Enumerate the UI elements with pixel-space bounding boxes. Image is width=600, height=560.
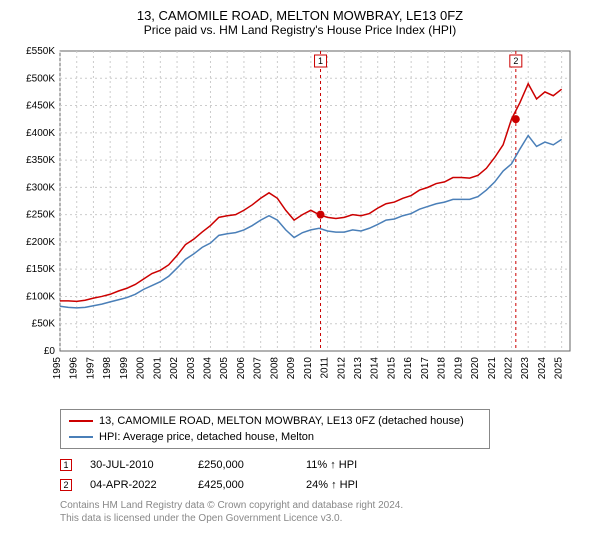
x-tick-label: 2025: [554, 357, 565, 380]
x-tick-label: 2001: [152, 357, 163, 380]
x-tick-label: 2002: [169, 357, 180, 380]
y-tick-label: £100K: [26, 291, 55, 302]
x-tick-label: 2003: [186, 357, 197, 380]
sale-price: £425,000: [198, 479, 288, 491]
legend-row: HPI: Average price, detached house, Melt…: [69, 429, 481, 445]
legend-label: 13, CAMOMILE ROAD, MELTON MOWBRAY, LE13 …: [99, 415, 464, 427]
chart-area: £0 £50K £100K £150K £200K £250K £300K £350K £400…: [10, 43, 590, 403]
chart-container: 13, CAMOMILE ROAD, MELTON MOWBRAY, LE13 …: [0, 0, 600, 560]
sales-table: 1 30-JUL-2010 £250,000 11% ↑ HPI 2 04-APR-202…: [60, 455, 590, 495]
y-tick-label: £400K: [26, 128, 55, 139]
x-tick-label: 2019: [453, 357, 464, 380]
sale-delta: 24% ↑ HPI: [306, 479, 396, 491]
sale-date: 30-JUL-2010: [90, 459, 180, 471]
y-tick-label: £500K: [26, 73, 55, 84]
y-tick-label: £250K: [26, 210, 55, 221]
x-tick-label: 2008: [269, 357, 280, 380]
sale-marker-number: 1: [318, 56, 323, 66]
x-tick-label: 2012: [336, 357, 347, 380]
x-tick-label: 1996: [69, 357, 80, 380]
chart-title-line2: Price paid vs. HM Land Registry's House …: [10, 23, 590, 37]
x-tick-label: 2022: [503, 357, 514, 380]
x-tick-label: 2016: [403, 357, 414, 380]
sale-row: 2 04-APR-2022 £425,000 24% ↑ HPI: [60, 475, 590, 495]
footer-line1: Contains HM Land Registry data © Crown c…: [60, 499, 590, 512]
y-tick-label: £300K: [26, 182, 55, 193]
y-tick-label: £150K: [26, 264, 55, 275]
y-tick-label: £350K: [26, 155, 55, 166]
legend-label: HPI: Average price, detached house, Melt…: [99, 431, 314, 443]
x-tick-label: 2010: [303, 357, 314, 380]
sale-row-marker: 1: [60, 459, 72, 471]
x-tick-label: 2013: [353, 357, 364, 380]
chart-title-line1: 13, CAMOMILE ROAD, MELTON MOWBRAY, LE13 …: [10, 8, 590, 23]
y-tick-label: £550K: [26, 46, 55, 57]
line-chart: £0 £50K £100K £150K £200K £250K £300K £350K £400…: [10, 43, 590, 403]
y-tick-label: £200K: [26, 237, 55, 248]
x-tick-label: 1997: [85, 357, 96, 380]
x-tick-label: 2009: [286, 357, 297, 380]
x-tick-label: 2018: [437, 357, 448, 380]
x-tick-label: 2015: [386, 357, 397, 380]
x-tick-label: 2006: [236, 357, 247, 380]
sale-row: 1 30-JUL-2010 £250,000 11% ↑ HPI: [60, 455, 590, 475]
x-tick-label: 2007: [253, 357, 264, 380]
x-tick-label: 2014: [370, 357, 381, 380]
x-tick-label: 2017: [420, 357, 431, 380]
x-tick-label: 2021: [487, 357, 498, 380]
x-tick-label: 2020: [470, 357, 481, 380]
footer-line2: This data is licensed under the Open Gov…: [60, 512, 590, 525]
legend-row: 13, CAMOMILE ROAD, MELTON MOWBRAY, LE13 …: [69, 413, 481, 429]
y-tick-label: £50K: [32, 319, 56, 330]
legend-swatch: [69, 436, 93, 438]
x-tick-label: 1995: [52, 357, 63, 380]
sale-price: £250,000: [198, 459, 288, 471]
x-tick-label: 2011: [320, 357, 331, 379]
x-tick-label: 2000: [136, 357, 147, 380]
footer-attribution: Contains HM Land Registry data © Crown c…: [60, 499, 590, 525]
x-tick-label: 1999: [119, 357, 130, 380]
x-tick-label: 1998: [102, 357, 113, 380]
x-tick-label: 2023: [520, 357, 531, 380]
sale-date: 04-APR-2022: [90, 479, 180, 491]
y-tick-label: £0: [44, 346, 56, 357]
y-tick-label: £450K: [26, 101, 55, 112]
x-tick-label: 2024: [537, 357, 548, 380]
sale-marker-number: 2: [513, 56, 518, 66]
sale-row-marker: 2: [60, 479, 72, 491]
sale-delta: 11% ↑ HPI: [306, 459, 396, 471]
legend-box: 13, CAMOMILE ROAD, MELTON MOWBRAY, LE13 …: [60, 409, 490, 449]
legend-swatch: [69, 420, 93, 422]
x-tick-label: 2004: [202, 357, 213, 380]
x-tick-label: 2005: [219, 357, 230, 380]
